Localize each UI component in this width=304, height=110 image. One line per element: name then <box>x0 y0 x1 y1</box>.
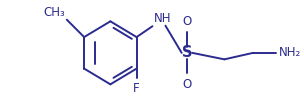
Text: O: O <box>182 15 192 28</box>
Text: NH₂: NH₂ <box>279 46 302 59</box>
Text: S: S <box>181 45 192 60</box>
Text: CH₃: CH₃ <box>44 6 65 19</box>
Text: O: O <box>182 78 192 91</box>
Text: NH: NH <box>154 12 171 25</box>
Text: F: F <box>133 82 140 95</box>
